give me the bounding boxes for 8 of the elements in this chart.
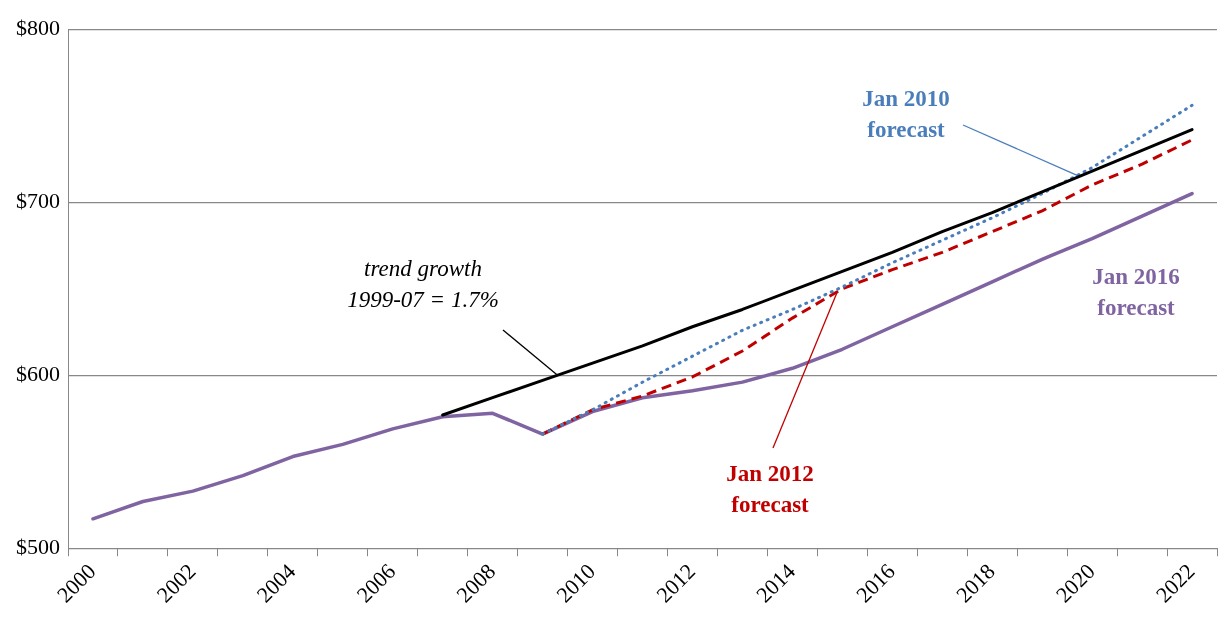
text: Jan 2012 forecast <box>726 460 814 517</box>
y-tick-label: $700 <box>16 187 60 213</box>
y-tick-label: $600 <box>16 360 60 386</box>
y-tick-label: $800 <box>16 14 60 40</box>
text: Jan 2010 forecast <box>862 85 950 142</box>
series-label: Jan 2016 forecast <box>1092 263 1180 320</box>
y-tick-label: $500 <box>16 534 60 559</box>
text: trend growth 1999-07 = 1.7% <box>347 256 499 313</box>
